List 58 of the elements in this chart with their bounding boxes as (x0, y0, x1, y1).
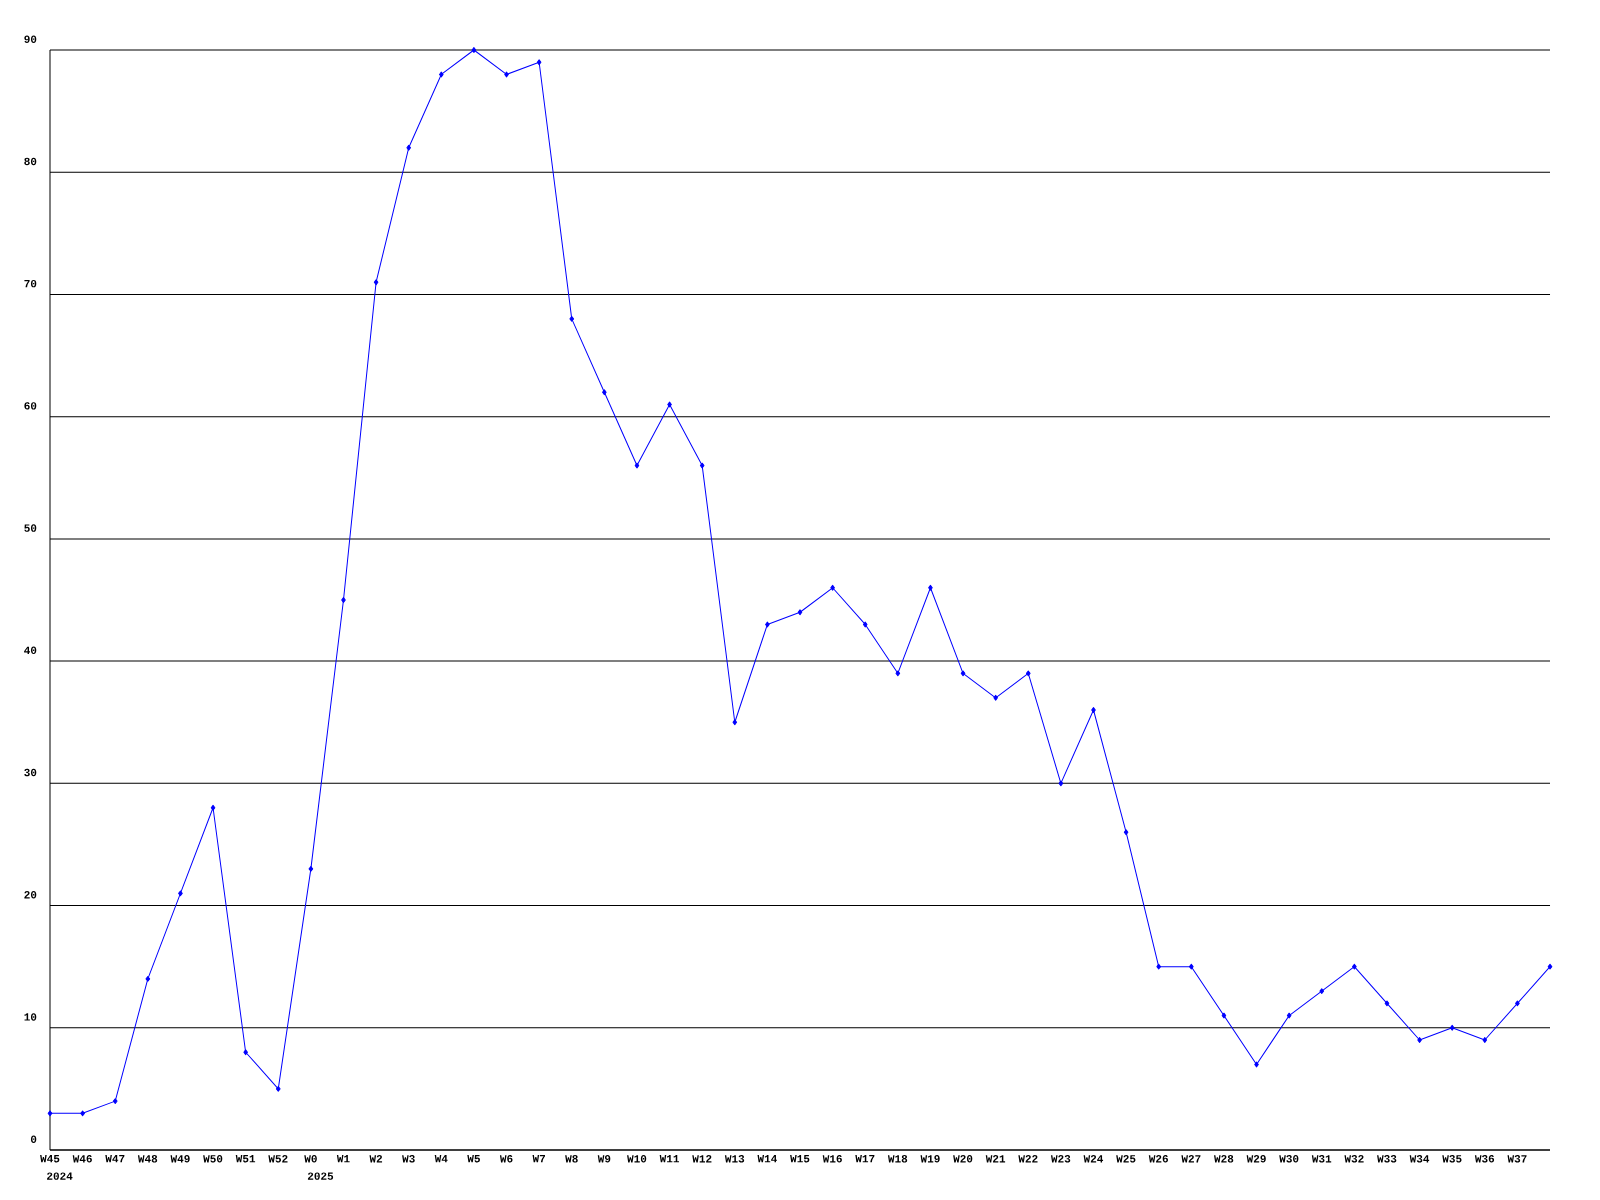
x-tick-label: W9 (597, 1155, 611, 1163)
x-tick-label: W0 (304, 1155, 317, 1163)
x-tick-label: W32 (1344, 1155, 1364, 1163)
y-tick-label: 70 (24, 279, 37, 288)
y-tick-label: 60 (24, 402, 37, 410)
x-tick-label: W27 (1181, 1155, 1201, 1163)
x-tick-label: W4 (434, 1155, 448, 1163)
x-tick-label: W36 (1474, 1155, 1495, 1163)
x-tick-label: W6 (499, 1155, 513, 1163)
x-tick-label: W30 (1279, 1155, 1299, 1163)
x-tick-label: W35 (1442, 1155, 1462, 1163)
x-tick-label: W2 (369, 1155, 383, 1163)
x-tick-label: W51 (235, 1155, 256, 1163)
y-tick-label: 0 (30, 1135, 37, 1143)
x-tick-label: W8 (565, 1155, 578, 1163)
x-tick-label: W13 (724, 1155, 745, 1163)
x-tick-label: W33 (1377, 1155, 1397, 1163)
x-tick-label: W14 (757, 1155, 777, 1163)
text: 2024 (47, 1172, 73, 1180)
y-tick-label: 40 (24, 646, 37, 655)
x-tick-label: W28 (1214, 1155, 1234, 1163)
x-tick-label: W46 (72, 1155, 92, 1163)
y-tick-label: 10 (24, 1013, 37, 1021)
x-tick-label: W17 (855, 1155, 875, 1163)
x-tick-label: W16 (822, 1155, 842, 1163)
x-tick-label: W1 (336, 1155, 350, 1163)
x-tick-label: W29 (1246, 1155, 1266, 1163)
x-tick-label: W49 (170, 1155, 190, 1163)
x-tick-label: W45 (40, 1155, 60, 1163)
x-tick-label: W48 (137, 1155, 158, 1163)
x-tick-label: W7 (532, 1155, 545, 1163)
x-tick-label: W34 (1409, 1155, 1430, 1163)
y-tick-label: 30 (24, 768, 37, 777)
x-tick-label: W3 (402, 1155, 415, 1163)
text: 2025 (307, 1172, 334, 1180)
x-tick-label: W37 (1507, 1155, 1527, 1163)
y-tick-label: 80 (24, 157, 37, 166)
x-tick-label: W26 (1148, 1155, 1168, 1163)
x-tick-label: W12 (692, 1155, 712, 1163)
x-tick-label: W47 (105, 1155, 125, 1163)
x-tick-label: W22 (1018, 1155, 1038, 1163)
x-tick-label: W20 (953, 1155, 973, 1163)
x-tick-label: W50 (203, 1155, 223, 1163)
y-tick-label: 50 (24, 524, 37, 532)
x-tick-label: W10 (627, 1155, 647, 1163)
x-tick-label: W52 (268, 1155, 288, 1163)
x-tick-label: W18 (887, 1155, 908, 1163)
y-tick-label: 90 (24, 35, 37, 43)
x-tick-label: W19 (920, 1155, 940, 1163)
x-tick-label: W5 (467, 1155, 480, 1163)
x-tick-label: W25 (1116, 1155, 1136, 1163)
x-tick-label: W11 (659, 1155, 680, 1163)
x-tick-label: W23 (1050, 1155, 1071, 1163)
x-tick-label: W21 (985, 1155, 1006, 1163)
x-tick-label: W31 (1311, 1155, 1332, 1163)
x-tick-label: W24 (1083, 1155, 1104, 1163)
y-tick-label: 20 (24, 891, 37, 899)
x-tick-label: W15 (790, 1155, 810, 1163)
